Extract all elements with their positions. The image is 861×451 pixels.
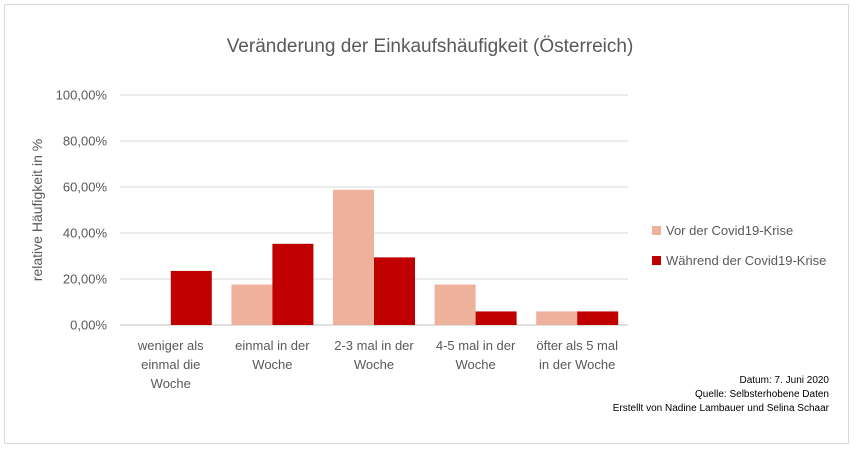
y-tick-label: 0,00% — [70, 318, 107, 333]
legend-label: Während der Covid19-Krise — [666, 253, 826, 268]
bar-waehrend-2 — [374, 257, 415, 325]
annotation-text: Quelle: Selbsterhobene Daten — [695, 389, 829, 400]
bar-waehrend-1 — [272, 243, 314, 325]
bar-vor-1 — [231, 284, 273, 325]
x-category-label: einmal in der Woche — [235, 338, 310, 372]
x-category-label: öfter als 5 mal in der Woche — [536, 338, 618, 372]
legend-label: Vor der Covid19-Krise — [666, 223, 793, 238]
y-tick-label: 80,00% — [63, 134, 108, 149]
x-category-label: weniger als einmal die Woche — [137, 338, 204, 391]
bar-vor-4 — [536, 311, 578, 325]
y-tick-label: 60,00% — [63, 180, 108, 195]
bar-waehrend-3 — [475, 311, 517, 325]
annotation-text: Erstellt von Nadine Lambauer und Selina … — [613, 403, 830, 414]
x-category-label: 4-5 mal in der Woche — [436, 338, 516, 372]
y-tick-label: 40,00% — [63, 226, 108, 241]
y-axis-label: relative Häufigkeit in % — [29, 139, 45, 281]
legend-swatch — [652, 256, 661, 265]
chart-frame — [4, 4, 849, 444]
bar-vor-3 — [434, 284, 476, 325]
annotation-text: Datum: 7. Juni 2020 — [740, 375, 830, 386]
y-tick-label: 20,00% — [63, 272, 108, 287]
x-category-label: 2-3 mal in der Woche — [334, 338, 414, 372]
legend-swatch — [652, 226, 661, 235]
bar-vor-2 — [333, 189, 374, 325]
y-tick-label: 100,00% — [56, 88, 108, 103]
bar-waehrend-4 — [577, 311, 619, 325]
bar-waehrend-0 — [170, 270, 212, 325]
chart-title: Veränderung der Einkaufshäufigkeit (Öste… — [227, 36, 634, 57]
